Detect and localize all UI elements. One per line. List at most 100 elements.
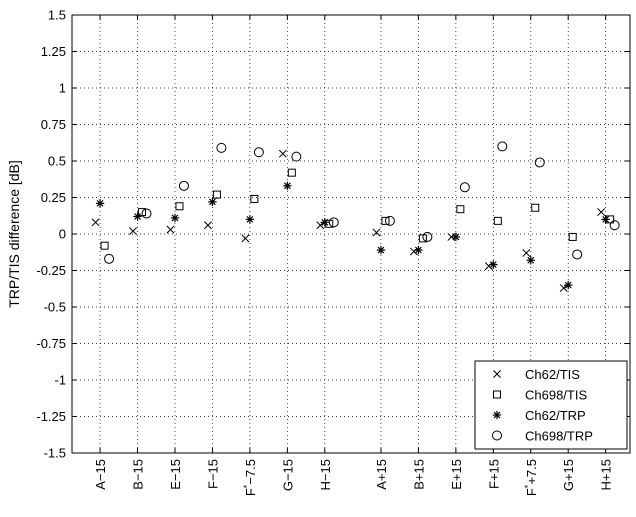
- y-tick-label: 1: [59, 81, 66, 96]
- point-ch698-trp: [459, 182, 470, 193]
- x-tick-label: E−15: [168, 459, 183, 490]
- point-ch698-tis: [456, 205, 465, 214]
- x-tick-label: B−15: [131, 459, 146, 490]
- mark-shape: [497, 141, 508, 152]
- point-ch62-trp: [208, 197, 217, 207]
- y-tick-label: -0.5: [44, 300, 66, 315]
- mark-stroke: [493, 411, 501, 419]
- point-ch62-trp: [245, 215, 255, 224]
- x-tick-label: F*+7.5: [523, 459, 539, 496]
- point-ch698-tis: [212, 190, 221, 199]
- mark-shape: [381, 216, 390, 225]
- legend-marker-ch698-trp: [492, 430, 502, 441]
- point-ch62-tis: [203, 221, 212, 230]
- point-ch698-tis: [175, 202, 184, 211]
- point-ch62-tis: [241, 234, 250, 243]
- mark-shape: [287, 168, 296, 177]
- point-ch62-tis: [91, 218, 100, 227]
- mark-shape: [422, 231, 433, 242]
- point-ch698-tis: [568, 232, 577, 241]
- point-ch698-trp: [609, 220, 620, 231]
- point-ch698-trp: [253, 147, 264, 158]
- point-ch698-trp: [534, 157, 545, 168]
- x-tick-label: G−15: [280, 459, 295, 491]
- mark-shape: [534, 157, 545, 168]
- mark-stroke: [96, 199, 104, 207]
- mark-stroke: [241, 234, 250, 243]
- point-ch62-tis: [597, 208, 606, 217]
- mark-stroke: [321, 218, 329, 226]
- mark-stroke: [129, 227, 137, 236]
- point-ch62-trp: [133, 212, 142, 221]
- point-ch62-trp: [170, 213, 180, 223]
- point-ch62-tis: [129, 227, 137, 236]
- point-ch62-tis: [166, 225, 175, 234]
- data-marks: [91, 141, 620, 292]
- legend-label: Ch62/TIS: [525, 367, 580, 382]
- mark-shape: [250, 194, 259, 203]
- mark-stroke: [278, 149, 287, 158]
- x-tick-label: F−15: [205, 459, 220, 489]
- mark-stroke: [564, 281, 572, 289]
- mark-stroke: [203, 221, 212, 230]
- mark-shape: [212, 190, 221, 199]
- point-ch698-tis: [493, 216, 502, 225]
- point-ch698-tis: [250, 194, 259, 203]
- point-ch62-tis: [484, 262, 493, 271]
- point-ch62-tis: [372, 228, 381, 237]
- point-ch62-trp: [320, 218, 329, 227]
- legend-marker-ch62-trp: [492, 410, 502, 420]
- y-tick-label: 0.25: [41, 190, 66, 205]
- mark-shape: [291, 151, 302, 162]
- mark-shape: [178, 180, 189, 191]
- legend-box: [474, 360, 628, 450]
- point-ch62-trp: [526, 256, 535, 265]
- point-ch698-tis: [381, 216, 390, 225]
- point-ch62-trp: [283, 181, 292, 191]
- x-tick-label: E+15: [449, 459, 464, 490]
- x-tick-label: F*−7.5: [242, 459, 258, 496]
- y-tick-label: -0.25: [36, 263, 66, 278]
- mark-stroke: [522, 249, 531, 257]
- y-tick-label: 0.5: [48, 154, 66, 169]
- mark-stroke: [489, 261, 497, 269]
- legend: Ch62/TIS Ch698/TIS Ch62/TRP Ch698/TRP: [474, 360, 628, 450]
- point-ch698-tis: [100, 241, 109, 250]
- y-tick-label: 1.25: [41, 44, 66, 59]
- legend-label: Ch62/TRP: [525, 408, 586, 423]
- mark-stroke: [377, 246, 385, 254]
- mark-shape: [531, 203, 540, 212]
- mark-stroke: [597, 208, 606, 217]
- mark-stroke: [171, 214, 179, 222]
- legend-label: Ch698/TIS: [525, 388, 587, 403]
- point-ch62-tis: [278, 149, 287, 158]
- mark-shape: [493, 216, 502, 225]
- mark-stroke: [209, 198, 216, 206]
- x-tick-label: A+15: [374, 459, 389, 490]
- mark-shape: [384, 215, 395, 226]
- legend-marker-ch62-tis: [493, 370, 501, 378]
- mark-stroke: [527, 256, 535, 264]
- mark-stroke: [493, 370, 501, 378]
- point-ch62-trp: [601, 215, 610, 224]
- plot-frame: [71, 14, 631, 454]
- point-ch698-tis: [287, 168, 296, 177]
- mark-stroke: [372, 228, 381, 237]
- mark-shape: [572, 249, 583, 260]
- mark-shape: [175, 202, 184, 211]
- x-tick-label: H−15: [318, 459, 333, 490]
- mark-shape: [456, 205, 465, 214]
- point-ch698-trp: [216, 142, 227, 153]
- mark-stroke: [415, 246, 422, 254]
- point-ch698-trp: [104, 253, 115, 264]
- legend-marker-ch698-tis: [493, 390, 501, 399]
- point-ch62-trp: [414, 245, 423, 255]
- mark-shape: [216, 142, 227, 153]
- point-ch698-trp: [384, 215, 395, 226]
- point-ch62-trp: [564, 280, 573, 290]
- y-tick-label: -0.75: [36, 336, 66, 351]
- point-ch698-trp: [422, 231, 433, 242]
- mark-stroke: [602, 216, 610, 223]
- y-tick-label: -1: [54, 373, 66, 388]
- point-ch62-tis: [409, 247, 418, 256]
